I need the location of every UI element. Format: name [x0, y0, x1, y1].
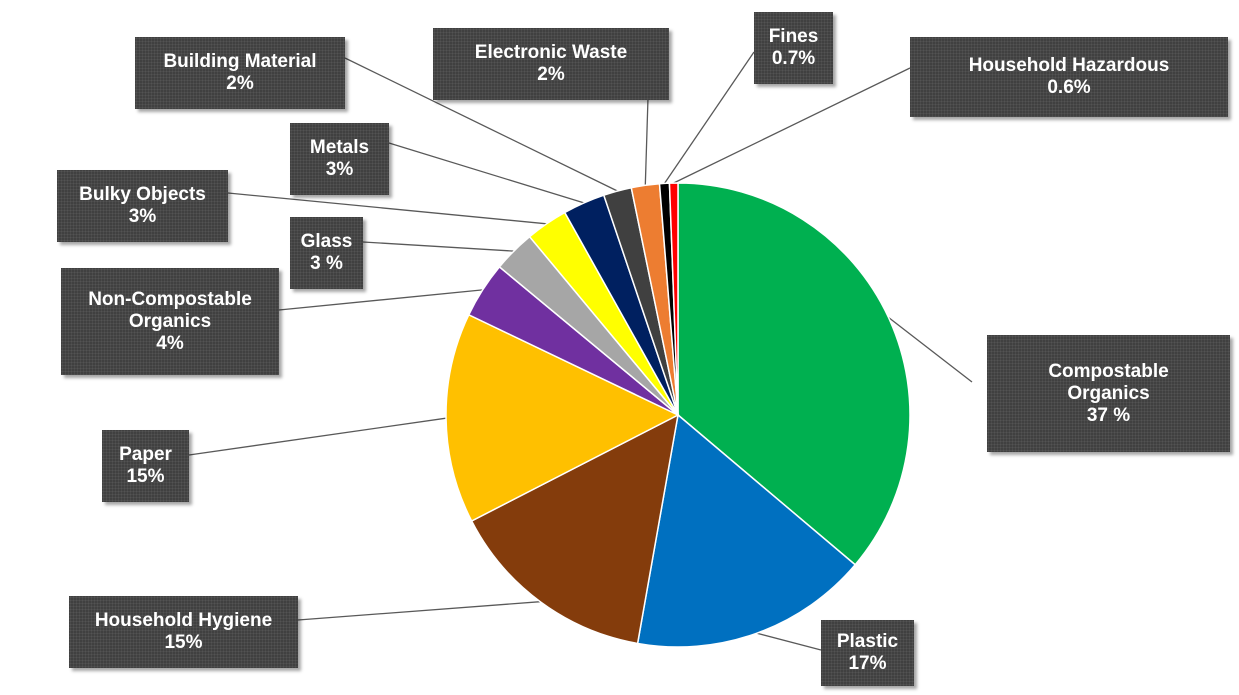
data-label-category: Glass	[300, 231, 353, 252]
data-label-category: Organics	[128, 310, 212, 332]
data-label-category: Metals	[309, 137, 370, 158]
data-label-category: Bulky Objects	[79, 184, 206, 205]
data-label-value: 3%	[128, 206, 157, 227]
data-label: Metals 3%	[290, 123, 389, 195]
data-label-value: 2%	[226, 73, 254, 94]
data-label-category: Building Material	[163, 51, 317, 72]
data-label-value: 17%	[848, 653, 887, 674]
leader-line	[663, 51, 755, 184]
data-label-category: Paper	[119, 444, 172, 465]
data-label-value: 2%	[537, 64, 565, 85]
data-label: Building Material 2%	[135, 37, 345, 109]
pie-slice	[636, 413, 857, 648]
leader-lines	[188, 51, 973, 651]
data-label-value: 3%	[325, 159, 354, 180]
leader-line	[227, 192, 547, 225]
data-label: Paper 15%	[102, 430, 189, 502]
data-label-value: 15%	[164, 632, 203, 653]
data-label-value: 15%	[126, 466, 165, 487]
data-label-value: 0.7%	[771, 48, 816, 69]
leader-line	[756, 632, 822, 651]
data-label-category: Household Hygiene	[94, 610, 273, 631]
data-label: Non-Compostable Organics 4%	[61, 268, 279, 375]
leader-line	[344, 57, 618, 192]
data-label-category: Organics	[1067, 382, 1150, 404]
pie-slice	[677, 182, 911, 566]
data-label-value: 37 %	[1086, 404, 1131, 426]
leader-line	[888, 316, 973, 383]
data-label-category: Compostable	[1048, 360, 1169, 382]
data-label: Fines 0.7%	[754, 12, 833, 84]
data-label: Bulky Objects 3%	[57, 170, 228, 242]
leader-line	[362, 241, 514, 252]
data-label: Household Hygiene 15%	[69, 596, 298, 668]
data-label: Glass 3 %	[290, 217, 363, 289]
data-label: Plastic 17%	[821, 620, 914, 686]
pie-slice	[445, 313, 680, 522]
data-label-category: Plastic	[836, 631, 899, 652]
data-label: Household Hazardous 0.6%	[910, 37, 1228, 117]
leader-line	[673, 67, 911, 184]
leader-line	[644, 97, 649, 186]
leader-line	[278, 289, 483, 311]
data-label-value: 0.6%	[1047, 77, 1091, 98]
pie-slices	[445, 182, 911, 648]
leader-line	[297, 601, 541, 621]
pie-slice	[668, 182, 679, 416]
data-label-value: 4%	[156, 332, 184, 354]
data-label-value: 3 %	[310, 253, 343, 274]
data-label-category: Fines	[768, 26, 819, 47]
data-label: Compostable Organics 37 %	[987, 335, 1230, 452]
pie-slice	[470, 413, 680, 645]
data-label-category: Household Hazardous	[968, 55, 1170, 76]
data-label-category: Non-Compostable	[88, 288, 252, 310]
data-label-category: Electronic Waste	[474, 42, 628, 63]
data-label: Electronic Waste 2%	[433, 28, 669, 100]
leader-line	[388, 142, 585, 204]
leader-line	[188, 417, 447, 456]
